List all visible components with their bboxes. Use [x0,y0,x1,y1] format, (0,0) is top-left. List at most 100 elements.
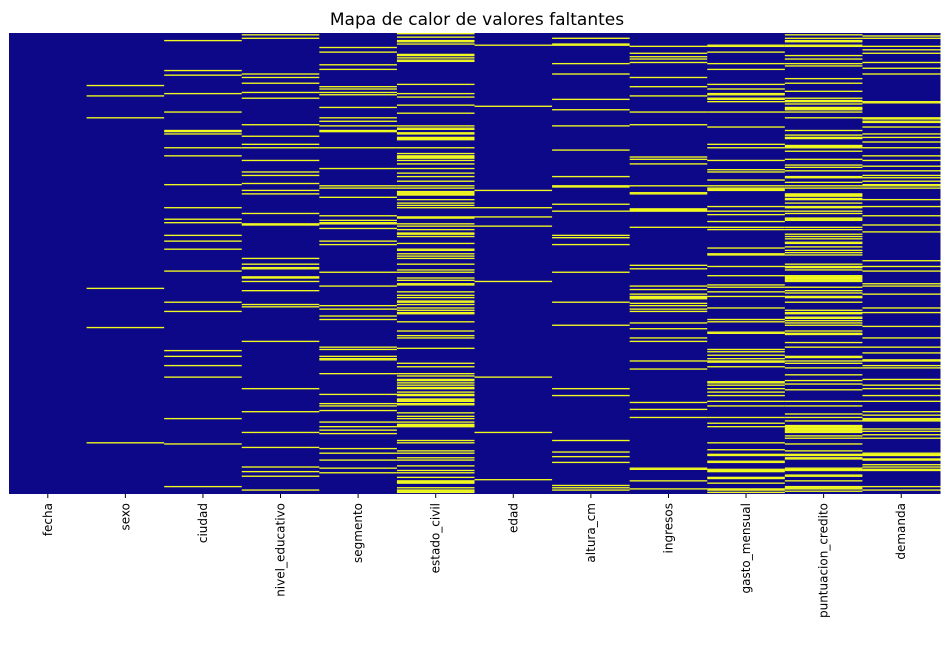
missing-cell [319,447,398,450]
missing-cell [164,443,243,445]
missing-cell [784,37,863,39]
missing-cell [241,124,320,126]
missing-cell [784,111,863,113]
missing-cell [164,111,243,113]
missing-cell [396,412,475,414]
missing-cell [629,226,708,228]
missing-cell [784,275,863,277]
missing-cell [629,264,708,267]
missing-cell [164,248,243,250]
missing-cell [552,109,631,111]
missing-cell [784,251,863,254]
missing-cell [629,185,708,187]
missing-cell [319,219,398,222]
missing-cell [784,346,863,348]
missing-cell [552,186,631,188]
missing-cell [784,166,863,169]
missing-cell [396,242,475,245]
missing-cell [396,442,475,444]
missing-cell [784,430,863,432]
missing-cell [396,253,475,255]
missing-cell [707,92,786,95]
missing-cell [707,147,786,149]
missing-cell [629,52,708,54]
missing-cell [784,420,863,422]
missing-cell [784,487,863,489]
missing-cell [707,468,786,470]
missing-cell [707,361,786,363]
missing-cell [396,482,475,484]
missing-cell [707,351,786,353]
missing-cell [862,198,941,201]
missing-cell [784,82,863,84]
missing-cell [396,36,475,38]
missing-cell [707,454,786,457]
missing-cell [396,228,475,231]
missing-cell [784,279,863,281]
missing-cell [862,337,941,339]
missing-cell [319,409,398,412]
missing-cell [784,241,863,243]
missing-cell [319,125,398,127]
missing-cell [319,355,398,358]
missing-cell [784,360,863,362]
missing-cell [552,125,631,127]
missing-cell [396,337,475,339]
missing-cell [629,124,708,126]
x-tick-label-gasto_mensual: gasto_mensual [739,503,753,594]
missing-cell [552,439,631,442]
x-tick-label-edad: edad [506,503,520,533]
missing-cell [862,136,941,139]
missing-cell [164,301,243,303]
missing-cell [784,254,863,256]
missing-cell [396,202,475,204]
missing-cell [784,383,863,385]
missing-cell [784,266,863,269]
missing-cell [552,394,631,397]
missing-cell [707,265,786,268]
heatmap-cells [9,33,941,494]
missing-cell [164,129,243,132]
missing-cell [784,185,863,187]
missing-cell [552,73,631,75]
missing-cell [862,100,941,103]
missing-cell [629,45,708,48]
missing-cell [241,159,320,162]
missing-cell [862,420,941,422]
missing-cell [552,387,631,390]
missing-cell [241,290,320,292]
missing-cell [707,461,786,464]
missing-cell [241,174,320,177]
missing-cell [164,218,243,220]
missing-cell [319,94,398,96]
missing-cell [319,88,398,90]
missing-cell [784,77,863,80]
missing-cell [396,133,475,135]
missing-cell [784,54,863,57]
missing-cell [396,104,475,106]
missing-cell [707,143,786,145]
missing-cell [862,346,941,348]
missing-cell [784,137,863,140]
missing-cell [784,218,863,220]
missing-cell [784,97,863,99]
missing-cell [862,215,941,217]
missing-cell [396,271,475,273]
missing-cell [629,401,708,404]
missing-cell [784,150,863,152]
missing-cell [396,175,475,178]
missing-cell [241,475,320,477]
missing-cell [241,135,320,137]
heatmap-column-ciudad [164,33,243,494]
missing-cell [707,348,786,351]
missing-cell [862,428,941,430]
missing-cell [862,485,941,488]
missing-cell [784,263,863,265]
missing-cell [319,472,398,474]
missing-cell [707,126,786,128]
missing-cell [862,454,941,457]
missing-cell [164,349,243,352]
x-tick-label-fecha: fecha [41,503,55,536]
missing-cell [862,311,941,314]
